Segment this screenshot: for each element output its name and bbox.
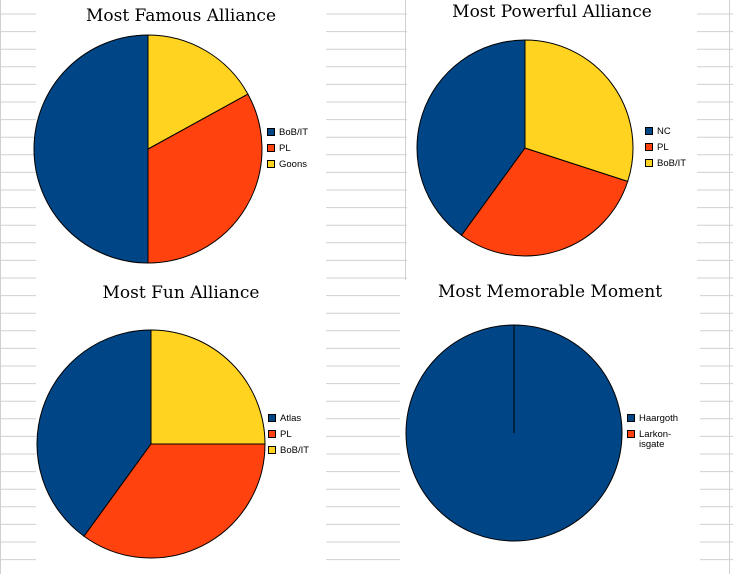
legend-label: PL xyxy=(279,143,291,154)
legend-swatch xyxy=(645,159,653,167)
legend-label: PL xyxy=(657,142,669,153)
legend-swatch xyxy=(268,446,276,454)
legend-swatch xyxy=(645,143,653,151)
pie-slice xyxy=(33,34,149,264)
chart-title: Most Powerful Alliance xyxy=(452,2,652,22)
legend-label: PL xyxy=(280,429,292,440)
legend-label: NC xyxy=(657,126,671,137)
pie-slice xyxy=(147,34,249,150)
legend-label: Haargoth xyxy=(639,413,679,424)
chart-most-famous-alliance[interactable]: Most Famous Alliance BoB/IT PL Goons xyxy=(33,0,326,285)
pie-slice xyxy=(416,39,526,237)
legend-swatch xyxy=(268,430,276,438)
legend-swatch xyxy=(645,127,653,135)
pie-slice xyxy=(524,39,634,183)
legend-swatch xyxy=(627,414,635,422)
chart-title: Most Fun Alliance xyxy=(102,283,260,303)
pie-slice xyxy=(36,329,152,537)
legend-label: Atlas xyxy=(280,413,302,424)
pie-slice xyxy=(83,443,266,559)
pie-chart xyxy=(36,329,266,559)
legend-label: BoB/IT xyxy=(279,127,309,138)
chart-title: Most Memorable Moment xyxy=(437,282,663,302)
pie-slice xyxy=(460,147,629,257)
legend-label: Goons xyxy=(279,159,307,170)
legend-swatch xyxy=(267,128,275,136)
chart-most-memorable-moment[interactable]: Most Memorable Moment Haargoth Larkon- i… xyxy=(400,280,700,574)
legend-swatch xyxy=(268,414,276,422)
pie-slice xyxy=(150,329,266,445)
chart-title: Most Famous Alliance xyxy=(85,6,277,26)
pie-slice xyxy=(147,93,263,264)
legend-label: BoB/IT xyxy=(280,445,310,456)
chart-most-fun-alliance[interactable]: Most Fun Alliance Atlas PL BoB/IT xyxy=(36,280,326,574)
legend-label: BoB/IT xyxy=(657,158,687,169)
legend-swatch xyxy=(267,144,275,152)
legend-label: Larkon- isgate xyxy=(639,429,672,450)
legend-swatch xyxy=(627,430,635,438)
legend-swatch xyxy=(267,160,275,168)
pie-chart xyxy=(416,39,634,257)
pie-chart xyxy=(33,34,263,264)
chart-most-powerful-alliance[interactable]: Most Powerful Alliance NC PL BoB/IT xyxy=(407,0,697,285)
pie-chart xyxy=(405,324,623,542)
